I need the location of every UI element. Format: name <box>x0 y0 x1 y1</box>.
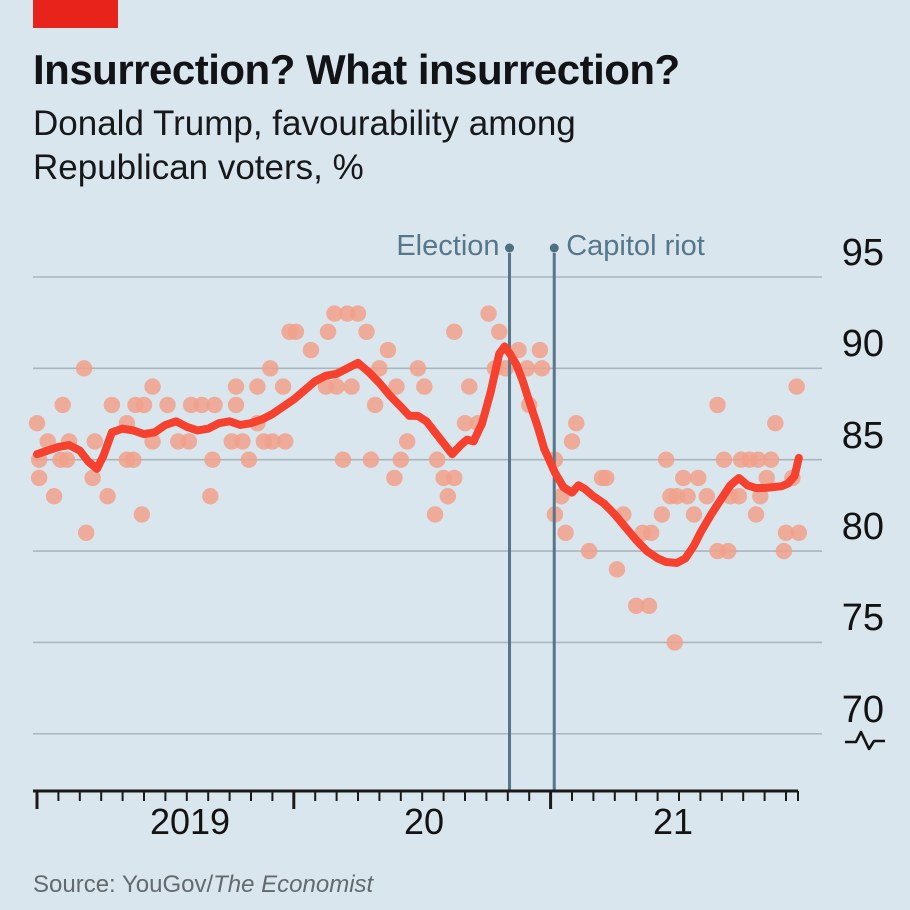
scatter-point <box>86 433 103 450</box>
scatter-point <box>777 524 795 541</box>
scatter-point <box>788 378 805 395</box>
scatter-point <box>480 305 497 322</box>
scatter-point <box>491 323 508 341</box>
scatter-point <box>371 360 388 377</box>
scatter-point <box>392 451 409 468</box>
scatter-point <box>366 396 384 414</box>
scatter-point <box>580 542 598 560</box>
scatter-point <box>326 305 343 322</box>
scatter-point <box>709 396 726 414</box>
scatter-point <box>666 634 683 651</box>
scatter-point <box>428 451 446 468</box>
scatter-point <box>775 542 793 560</box>
scatter-point <box>227 378 245 395</box>
event-marker-capitol-riot <box>549 243 559 253</box>
scatter-point <box>206 396 223 414</box>
scatter-point <box>461 378 478 395</box>
scatter-point <box>628 597 645 615</box>
scatter-point <box>287 323 305 341</box>
scatter-point <box>679 488 696 505</box>
scatter-point <box>675 469 692 487</box>
scatter-point <box>752 488 769 505</box>
scatter-point <box>386 469 403 487</box>
scatter-point <box>379 341 397 359</box>
scatter-point <box>249 378 266 395</box>
scatter-point <box>608 561 626 578</box>
y-axis-break-icon <box>845 730 885 751</box>
scatter-point <box>349 305 367 322</box>
scatter-point <box>274 378 292 395</box>
scatter-point <box>234 433 251 450</box>
scatter-point <box>715 451 733 468</box>
scatter-point <box>204 451 221 468</box>
scatter-point <box>328 378 345 395</box>
scatter-point <box>685 506 703 523</box>
scatter-point <box>78 524 95 541</box>
scatter-point <box>720 542 737 560</box>
scatter-point <box>159 396 176 414</box>
scatter-point <box>334 451 352 468</box>
scatter-point <box>557 524 574 541</box>
scatter-point <box>262 360 279 377</box>
scatter-point <box>446 323 463 341</box>
trend-line <box>33 342 803 567</box>
scatter-point <box>84 469 101 487</box>
scatter-point <box>747 506 765 523</box>
scatter-point <box>439 488 457 505</box>
scatter-point <box>758 469 775 487</box>
scatter-point <box>343 378 360 395</box>
scatter-point <box>302 341 320 359</box>
scatter-point <box>30 469 48 487</box>
scatter-point <box>75 360 93 377</box>
scatter-point <box>598 469 615 487</box>
scatter-point <box>416 378 433 395</box>
scatter-point <box>319 323 337 341</box>
scatter-point <box>790 524 808 541</box>
scatter-point <box>657 451 675 468</box>
scatter-point <box>180 433 198 450</box>
scatter-point <box>358 323 375 341</box>
scatter-point <box>45 488 63 505</box>
scatter-point <box>103 396 121 414</box>
scatter-point <box>264 433 281 450</box>
scatter-point <box>642 524 660 541</box>
scatter-point <box>749 451 767 468</box>
scatter-point <box>277 433 294 450</box>
scatter-point <box>563 433 581 450</box>
scatter-point <box>409 360 427 377</box>
scatter-point <box>227 396 245 414</box>
scatter-point <box>399 433 416 450</box>
scatter-point <box>28 414 46 432</box>
scatter-point <box>531 341 549 359</box>
scatter-point <box>58 451 76 468</box>
scatter-point <box>426 506 444 523</box>
scatter-point <box>144 378 161 395</box>
scatter-point <box>135 396 153 414</box>
scatter-point <box>54 396 71 414</box>
scatter-point <box>640 597 658 615</box>
scatter-point <box>240 451 258 468</box>
scatter-point <box>730 488 748 505</box>
scatter-point <box>202 488 219 505</box>
scatter-point <box>388 378 405 395</box>
scatter-point <box>690 469 707 487</box>
scatter-point <box>568 414 585 432</box>
scatter-point <box>99 488 116 505</box>
scatter-point <box>133 506 151 523</box>
scatter-point <box>767 414 784 432</box>
scatter-point <box>446 469 463 487</box>
scatter-point <box>533 360 551 377</box>
event-marker-election <box>505 243 515 253</box>
scatter-point <box>362 451 380 468</box>
scatter-point <box>193 396 210 414</box>
scatter-point <box>125 451 142 468</box>
scatter-point <box>762 451 780 468</box>
scatter-point <box>653 506 671 523</box>
scatter-point <box>456 414 474 432</box>
scatter-point <box>698 488 716 505</box>
